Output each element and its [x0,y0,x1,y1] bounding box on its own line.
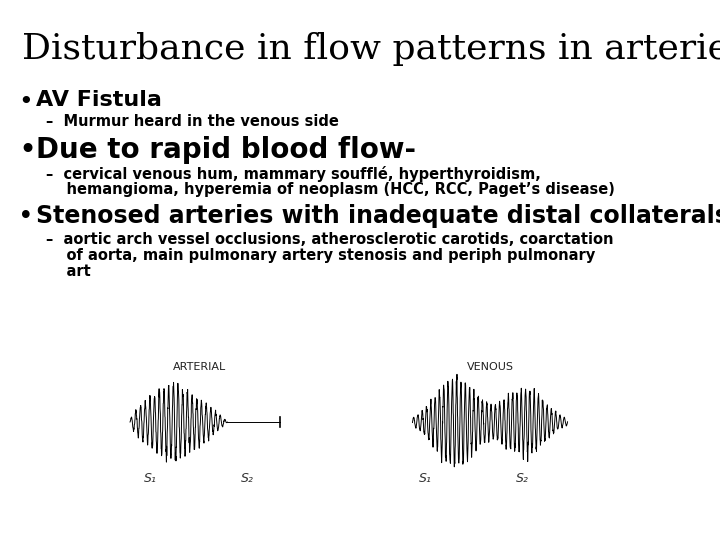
Text: S₁: S₁ [143,472,156,485]
Text: S₁: S₁ [418,472,431,485]
Text: hemangioma, hyperemia of neoplasm (HCC, RCC, Paget’s disease): hemangioma, hyperemia of neoplasm (HCC, … [46,182,615,197]
Text: Due to rapid blood flow-: Due to rapid blood flow- [36,136,416,164]
Text: Stenosed arteries with inadequate distal collaterals: Stenosed arteries with inadequate distal… [36,204,720,228]
Text: art: art [46,264,91,279]
Text: AV Fistula: AV Fistula [36,90,162,110]
Text: S₂: S₂ [240,472,253,485]
Text: –  aortic arch vessel occlusions, atherosclerotic carotids, coarctation: – aortic arch vessel occlusions, atheros… [46,232,613,247]
Text: S₂: S₂ [516,472,528,485]
Text: •: • [18,90,32,114]
Text: •: • [18,136,36,165]
Text: •: • [18,204,34,230]
Text: –  cervical venous hum, mammary soufflé, hyperthyroidism,: – cervical venous hum, mammary soufflé, … [46,166,541,182]
Text: ARTERIAL: ARTERIAL [174,362,227,372]
Text: of aorta, main pulmonary artery stenosis and periph pulmonary: of aorta, main pulmonary artery stenosis… [46,248,595,263]
Text: VENOUS: VENOUS [467,362,513,372]
Text: –  Murmur heard in the venous side: – Murmur heard in the venous side [46,114,339,129]
Text: Disturbance in flow patterns in arteries: Disturbance in flow patterns in arteries [22,32,720,66]
